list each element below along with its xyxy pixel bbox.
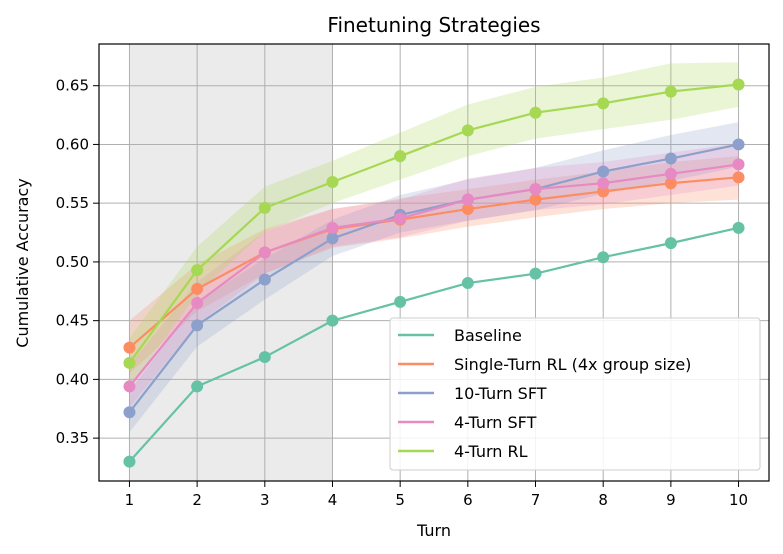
shaded-region-rect (129, 44, 333, 481)
axes-frame (98, 43, 770, 482)
point-series-1 (258, 351, 271, 364)
series-lines (128, 83, 739, 463)
axes-border (98, 43, 770, 482)
point-series-4 (191, 297, 204, 310)
point-series-1 (191, 380, 204, 393)
x-tick-label: 6 (463, 491, 473, 509)
point-series-2 (732, 171, 745, 184)
point-series-2 (664, 177, 677, 190)
y-tick-label: 0.50 (56, 253, 89, 271)
x-tick-label: 8 (598, 491, 608, 509)
x-tick-label: 1 (125, 491, 135, 509)
point-series-3 (191, 319, 204, 332)
band-series-2 (129, 156, 739, 374)
point-series-1 (461, 277, 474, 290)
point-series-4 (461, 193, 474, 206)
legend-label: Baseline (454, 326, 522, 345)
line-series-4 (128, 163, 739, 388)
legend: Baseline Single-Turn RL (4x group size) 10… (389, 317, 761, 471)
legend-label: Single-Turn RL (4x group size) (454, 355, 691, 374)
point-series-1 (394, 295, 407, 308)
x-tick-label: 9 (666, 491, 676, 509)
line-series-3 (128, 143, 739, 413)
point-series-3 (258, 273, 271, 286)
y-axis-ticks: 0.35 0.40 0.45 0.50 0.55 0.60 0.65 (56, 77, 99, 447)
legend-label: 4-Turn RL (454, 442, 528, 461)
point-series-4 (326, 221, 339, 234)
band-series-3 (129, 122, 739, 433)
shaded-region (129, 44, 333, 481)
y-tick-label: 0.45 (56, 312, 89, 330)
x-axis-label: Turn (416, 521, 451, 540)
point-series-3 (732, 138, 745, 151)
point-series-2 (123, 341, 136, 354)
point-series-4 (258, 246, 271, 259)
point-series-5 (394, 150, 407, 163)
point-series-2 (191, 282, 204, 295)
x-tick-label: 10 (729, 491, 748, 509)
point-series-1 (529, 267, 542, 280)
y-tick-label: 0.35 (56, 429, 89, 447)
band-series-5 (129, 62, 739, 388)
y-tick-label: 0.65 (56, 77, 89, 95)
point-series-1 (597, 251, 610, 264)
confidence-bands (129, 62, 739, 433)
x-tick-label: 7 (531, 491, 541, 509)
x-tick-label: 4 (328, 491, 338, 509)
point-series-2 (461, 203, 474, 216)
point-series-4 (597, 177, 610, 190)
line-series-1 (128, 226, 739, 463)
point-series-5 (529, 106, 542, 119)
y-tick-label: 0.60 (56, 135, 89, 153)
legend-label: 4-Turn SFT (454, 413, 537, 432)
point-series-5 (461, 124, 474, 137)
point-series-1 (732, 221, 745, 234)
point-series-5 (326, 176, 339, 189)
x-tick-label: 3 (260, 491, 270, 509)
x-tick-label: 2 (192, 491, 202, 509)
band-series-4 (129, 143, 739, 408)
y-axis-label: Cumulative Accuracy (13, 178, 32, 347)
line-series-2 (128, 176, 739, 349)
x-axis-ticks: 1 2 3 4 5 6 7 8 9 10 (125, 481, 748, 509)
chart-title: Finetuning Strategies (327, 13, 540, 37)
point-series-5 (664, 85, 677, 98)
x-tick-label: 5 (395, 491, 405, 509)
point-series-1 (123, 455, 136, 468)
legend-label: 10-Turn SFT (454, 384, 547, 403)
line-series-5 (128, 83, 739, 364)
y-tick-label: 0.40 (56, 370, 89, 388)
y-tick-label: 0.55 (56, 194, 89, 212)
point-series-2 (597, 185, 610, 198)
point-series-4 (732, 158, 745, 171)
point-series-1 (326, 314, 339, 327)
point-series-5 (123, 356, 136, 369)
point-series-5 (191, 264, 204, 277)
point-series-1 (664, 237, 677, 250)
legend-box (389, 317, 761, 471)
point-series-4 (529, 183, 542, 196)
point-series-5 (258, 201, 271, 214)
series-points (123, 78, 745, 468)
point-series-3 (123, 406, 136, 419)
point-series-4 (394, 212, 407, 225)
point-series-3 (326, 232, 339, 245)
point-series-4 (664, 167, 677, 180)
point-series-4 (123, 380, 136, 393)
point-series-3 (664, 152, 677, 165)
point-series-3 (597, 165, 610, 178)
point-series-5 (732, 78, 745, 91)
point-series-2 (529, 193, 542, 206)
point-series-5 (597, 97, 610, 110)
